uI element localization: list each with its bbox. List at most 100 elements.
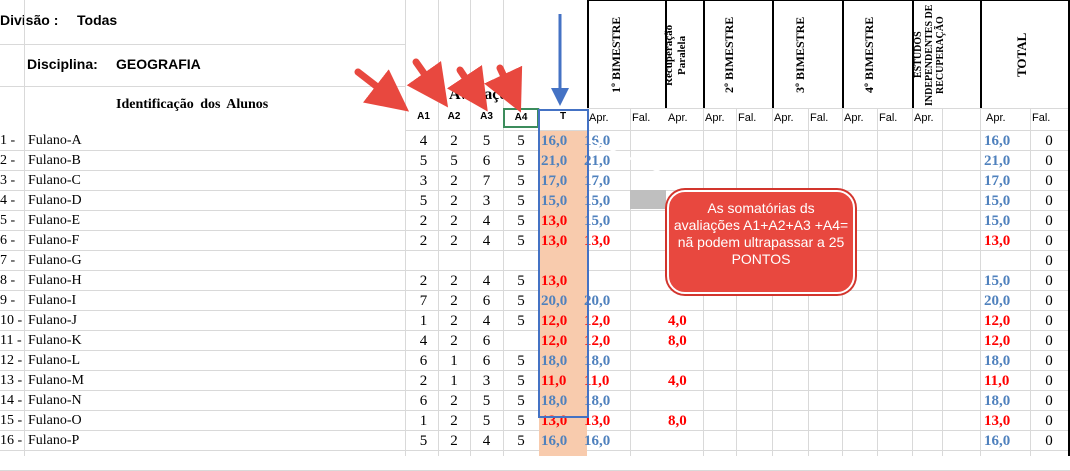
grade-a3[interactable]: 3 <box>482 373 491 389</box>
grade-a4[interactable]: 5 <box>517 233 525 249</box>
row-number[interactable]: 4 - <box>0 193 16 208</box>
total-t[interactable]: 16,0 <box>541 133 568 149</box>
grade-a4[interactable]: 5 <box>517 393 525 409</box>
grade-a1[interactable]: 6 <box>419 393 428 409</box>
row-number[interactable]: 11 - <box>0 333 22 348</box>
total-fal[interactable]: 0 <box>1045 333 1053 349</box>
grade-a3[interactable]: 5 <box>482 413 491 429</box>
total-apr[interactable]: 15,0 <box>984 273 1011 289</box>
row-number[interactable]: 8 - <box>0 273 16 288</box>
total-fal[interactable]: 0 <box>1045 433 1053 449</box>
bimestre-1-apr[interactable]: 12,0 <box>584 333 611 349</box>
student-name[interactable]: Fulano-L <box>28 353 81 368</box>
total-fal[interactable]: 0 <box>1045 193 1053 209</box>
total-apr[interactable]: 13,0 <box>984 413 1011 429</box>
grade-a3[interactable]: 3 <box>482 193 491 209</box>
grade-a3[interactable]: 6 <box>482 153 491 169</box>
bimestre-1-apr[interactable]: 20,0 <box>584 293 611 309</box>
total-apr[interactable]: 21,0 <box>984 153 1011 169</box>
total-apr[interactable]: 12,0 <box>984 333 1011 349</box>
total-t[interactable]: 17,0 <box>541 173 568 189</box>
bimestre-1-apr[interactable]: 18,0 <box>584 393 611 409</box>
grade-a2[interactable]: 2 <box>450 193 458 209</box>
grade-a1[interactable]: 1 <box>419 413 428 429</box>
grade-a4[interactable]: 5 <box>517 173 525 189</box>
grade-a3[interactable]: 4 <box>482 213 491 229</box>
student-name[interactable]: Fulano-H <box>28 273 82 288</box>
row-number[interactable]: 15 - <box>0 413 23 428</box>
grade-a1[interactable]: 2 <box>419 233 428 249</box>
recuperacao-apr[interactable]: 4,0 <box>668 313 687 329</box>
total-apr[interactable]: 17,0 <box>984 173 1011 189</box>
bimestre-1-apr[interactable]: 13,0 <box>584 233 611 249</box>
total-apr[interactable]: 16,0 <box>984 433 1011 449</box>
total-fal[interactable]: 0 <box>1045 293 1053 309</box>
row-number[interactable]: 12 - <box>0 353 23 368</box>
bimestre-1-apr[interactable]: 18,0 <box>584 353 611 369</box>
grade-a4[interactable]: 5 <box>517 433 525 449</box>
grade-a1[interactable]: 4 <box>419 133 428 149</box>
grade-a4[interactable]: 5 <box>517 213 525 229</box>
bimestre-1-apr[interactable]: 17,0 <box>584 173 611 189</box>
grade-a2[interactable]: 2 <box>450 213 458 229</box>
grade-a2[interactable]: 1 <box>450 373 458 389</box>
total-fal[interactable]: 0 <box>1045 273 1053 289</box>
grade-a4[interactable]: 5 <box>517 193 525 209</box>
grade-a4[interactable]: 5 <box>517 373 525 389</box>
grade-a3[interactable]: 5 <box>482 393 491 409</box>
bimestre-1-apr[interactable]: 11,0 <box>584 373 610 389</box>
bimestre-1-apr[interactable]: 21,0 <box>584 153 611 169</box>
total-fal[interactable]: 0 <box>1045 413 1053 429</box>
grade-a2[interactable]: 2 <box>450 393 458 409</box>
grade-a4[interactable]: 5 <box>517 273 525 289</box>
grade-a2[interactable]: 2 <box>450 273 458 289</box>
total-t[interactable]: 16,0 <box>541 433 568 449</box>
total-fal[interactable]: 0 <box>1045 233 1053 249</box>
grade-a2[interactable]: 2 <box>450 313 458 329</box>
total-t[interactable]: 11,0 <box>541 373 567 389</box>
grade-a2[interactable]: 5 <box>450 153 458 169</box>
total-t[interactable]: 21,0 <box>541 153 568 169</box>
grade-a1[interactable]: 5 <box>419 193 428 209</box>
grade-a4[interactable]: 5 <box>517 413 525 429</box>
bimestre-1-apr[interactable]: 15,0 <box>584 193 611 209</box>
recuperacao-apr[interactable]: 4,0 <box>668 373 687 389</box>
grade-a3[interactable]: 4 <box>482 273 491 289</box>
row-number[interactable]: 7 - <box>0 253 16 268</box>
total-fal[interactable]: 0 <box>1045 373 1053 389</box>
grade-a1[interactable]: 6 <box>419 353 428 369</box>
grade-a1[interactable]: 2 <box>419 273 428 289</box>
total-fal[interactable]: 0 <box>1045 173 1053 189</box>
grade-a3[interactable]: 7 <box>482 173 491 189</box>
grade-a3[interactable]: 4 <box>482 313 491 329</box>
total-apr[interactable]: 20,0 <box>984 293 1011 309</box>
student-name[interactable]: Fulano-O <box>28 413 82 428</box>
total-t[interactable]: 12,0 <box>541 333 568 349</box>
bimestre-1-apr[interactable]: 16,0 <box>584 433 611 449</box>
grade-a3[interactable]: 6 <box>482 333 491 349</box>
row-number[interactable]: 2 - <box>0 153 16 168</box>
student-name[interactable]: Fulano-K <box>28 333 82 348</box>
bimestre-1-apr[interactable]: 16,0 <box>584 133 611 149</box>
student-name[interactable]: Fulano-A <box>28 133 82 148</box>
total-fal[interactable]: 0 <box>1045 213 1053 229</box>
grade-a2[interactable]: 2 <box>450 413 458 429</box>
row-number[interactable]: 9 - <box>0 293 16 308</box>
total-t[interactable]: 12,0 <box>541 313 568 329</box>
total-apr[interactable]: 15,0 <box>984 213 1011 229</box>
total-t[interactable]: 18,0 <box>541 353 568 369</box>
grade-a1[interactable]: 5 <box>419 153 428 169</box>
row-number[interactable]: 3 - <box>0 173 16 188</box>
student-name[interactable]: Fulano-F <box>28 233 80 248</box>
grade-a1[interactable]: 7 <box>419 293 428 309</box>
grade-a1[interactable]: 2 <box>419 213 428 229</box>
total-t[interactable]: 13,0 <box>541 273 568 289</box>
total-fal[interactable]: 0 <box>1045 393 1053 409</box>
bimestre-1-apr[interactable]: 15,0 <box>584 213 611 229</box>
total-apr[interactable]: 18,0 <box>984 393 1011 409</box>
grade-a3[interactable]: 6 <box>482 293 491 309</box>
student-name[interactable]: Fulano-D <box>28 193 82 208</box>
grade-a1[interactable]: 5 <box>419 433 428 449</box>
student-name[interactable]: Fulano-I <box>28 293 77 308</box>
total-t[interactable]: 13,0 <box>541 233 568 249</box>
